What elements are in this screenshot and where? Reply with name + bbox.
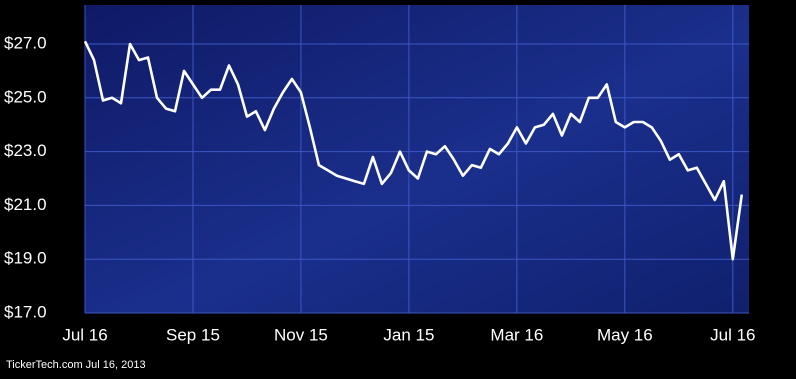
x-tick-label: Jan 15 (383, 325, 434, 344)
x-tick-label: Jul 16 (710, 325, 755, 344)
y-tick-label: $25.0 (4, 87, 47, 106)
y-tick-label: $23.0 (4, 141, 47, 160)
y-tick-label: $17.0 (4, 302, 47, 321)
footer: TickerTech.com Jul 16, 2013 (6, 359, 146, 371)
price-line (83, 40, 744, 261)
y-tick-label: $27.0 (4, 33, 47, 52)
x-tick-label: Nov 15 (274, 325, 328, 344)
x-tick-label: Jul 16 (62, 325, 107, 344)
y-tick-label: $21.0 (4, 195, 47, 214)
x-tick-label: Sep 15 (166, 325, 220, 344)
y-tick-label: $19.0 (4, 249, 47, 268)
x-tick-label: May 16 (597, 325, 653, 344)
x-tick-label: Mar 16 (490, 325, 543, 344)
plot-background (85, 5, 749, 313)
